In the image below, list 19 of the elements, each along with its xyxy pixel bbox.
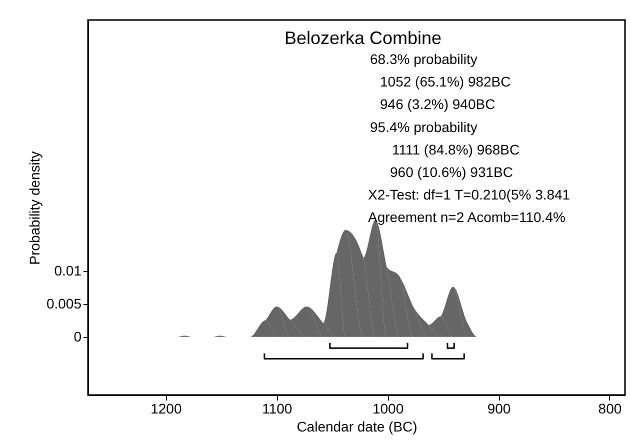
y-tick-label: 0.005: [46, 295, 82, 312]
annotation: 960 (10.6%) 931BC: [390, 164, 513, 180]
x-tick-label: 900: [487, 400, 511, 416]
x-tick-label: 800: [598, 400, 622, 416]
chart-title: Belozerka Combine: [284, 28, 442, 48]
y-tick-label: 0.01: [54, 262, 82, 278]
x-axis-title: Calendar date (BC): [296, 418, 418, 434]
annotation: Agreement n=2 Acomb=110.4%: [368, 209, 566, 226]
annotation: 1111 (84.8%) 968BC: [392, 141, 520, 158]
y-axis-title: Probability density: [26, 151, 42, 265]
annotation: 946 (3.2%) 940BC: [380, 96, 496, 112]
annotation: 95.4% probability: [370, 118, 478, 135]
x-tick-label: 1000: [372, 400, 404, 416]
x-tick-label: 1100: [262, 400, 292, 416]
y-tick-label: 0: [74, 328, 82, 344]
x-tick-label: 1200: [150, 400, 182, 416]
annotation: X2-Test: df=1 T=0.210(5% 3.841: [368, 186, 570, 203]
annotation: 1052 (65.1%) 982BC: [380, 74, 511, 90]
annotation: 68.3% probability: [370, 51, 478, 67]
